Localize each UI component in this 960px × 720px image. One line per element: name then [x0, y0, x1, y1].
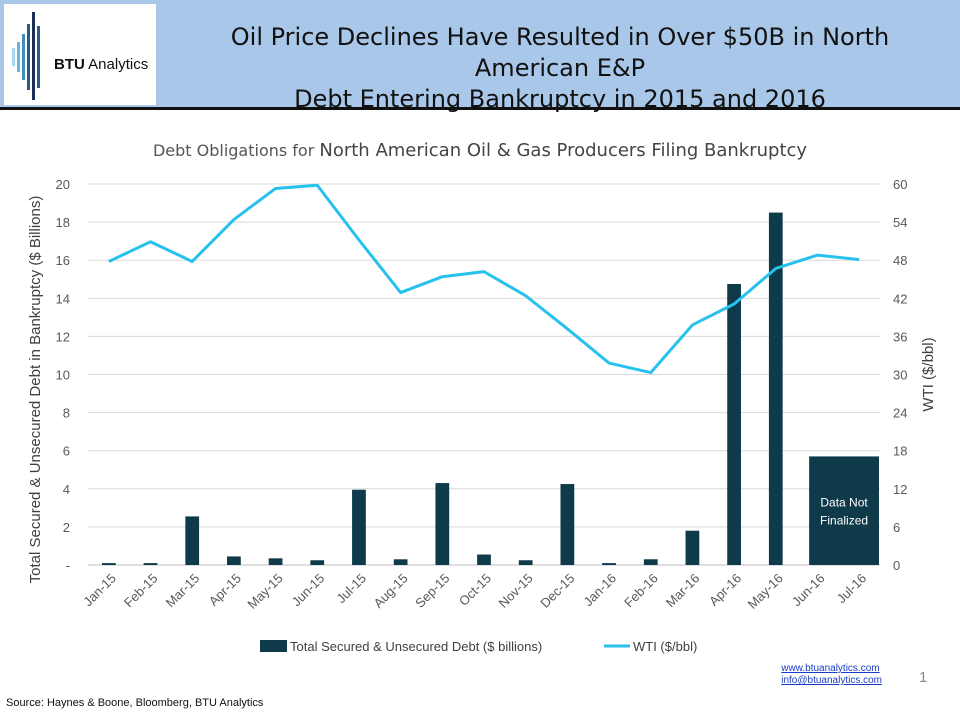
x-tick-label: May-15	[244, 571, 285, 612]
x-tick-label: Mar-15	[163, 571, 203, 611]
y2-tick-label: 36	[893, 329, 907, 344]
logo: BTU Analytics	[4, 4, 156, 105]
debt-bar	[352, 489, 366, 565]
debt-bar	[477, 554, 491, 565]
y-axis-label: Total Secured & Unsecured Debt in Bankru…	[27, 196, 44, 584]
x-tick-label: Jul-15	[333, 571, 369, 607]
x-tick-label: Oct-15	[456, 571, 494, 609]
not-finalized-box	[809, 456, 879, 565]
y-tick-label: 8	[63, 406, 70, 421]
chart-title-part1: Debt Obligations for	[152, 141, 320, 160]
y2-tick-label: 18	[893, 444, 907, 459]
legend-line-label: WTI ($/bbl)	[633, 639, 697, 654]
debt-bar	[310, 560, 325, 565]
x-tick-label: Dec-15	[537, 571, 577, 611]
not-finalized-label-2: Finalized	[820, 514, 868, 528]
legend-bar-swatch	[260, 640, 287, 652]
y-tick-label: 12	[56, 329, 70, 344]
x-tick-label: Mar-16	[663, 571, 703, 611]
x-tick-label: Jul-16	[834, 571, 870, 607]
debt-bar	[435, 483, 450, 565]
y-tick-label: 18	[56, 215, 70, 230]
not-finalized-label-1: Data Not	[820, 496, 868, 510]
y2-tick-label: 12	[893, 482, 907, 497]
footer-links: www.btuanalytics.com info@btuanalytics.c…	[781, 663, 882, 687]
x-tick-label: May-16	[745, 571, 786, 612]
x-tick-label: Feb-15	[121, 571, 161, 611]
x-tick-label: Aug-15	[371, 571, 411, 611]
debt-bar	[143, 563, 158, 565]
x-tick-label: Jan-15	[80, 571, 119, 610]
y-tick-label: 16	[56, 253, 70, 268]
y-tick-label: 4	[63, 482, 70, 497]
debt-bar	[101, 563, 116, 565]
x-tick-label: Nov-15	[496, 571, 536, 611]
title-line-1: Oil Price Declines Have Resulted in Over…	[230, 23, 890, 82]
y-tick-label: 10	[56, 368, 70, 383]
x-tick-label: Jun-15	[289, 571, 328, 610]
debt-bar	[185, 516, 200, 565]
page-title: Oil Price Declines Have Resulted in Over…	[170, 22, 950, 115]
title-line-2: Debt Entering Bankruptcy in 2015 and 201…	[294, 85, 826, 113]
debt-bar	[602, 563, 616, 565]
debt-bar	[768, 212, 783, 565]
chart-title-part2: North American Oil & Gas Producers Filin…	[319, 140, 808, 161]
website-link[interactable]: www.btuanalytics.com	[781, 663, 880, 674]
debt-bar	[685, 530, 700, 565]
x-tick-label: Jan-16	[580, 571, 619, 610]
y2-tick-label: 60	[893, 177, 907, 192]
y-tick-label: 20	[56, 177, 70, 192]
debt-bar	[227, 556, 241, 565]
y2-tick-label: 54	[893, 215, 907, 230]
logo-text: BTU Analytics	[54, 56, 149, 73]
chart-title: Debt Obligations for North American Oil …	[0, 140, 960, 161]
y-tick-label: 14	[56, 291, 70, 306]
debt-bar	[393, 559, 408, 565]
wti-line	[108, 183, 860, 375]
y2-tick-label: 42	[893, 291, 907, 306]
x-tick-label: Feb-16	[621, 571, 661, 611]
x-tick-label: Sep-15	[412, 571, 452, 611]
debt-bar	[518, 560, 533, 565]
x-tick-label: Apr-16	[706, 571, 744, 609]
legend-bar-label: Total Secured & Unsecured Debt ($ billio…	[290, 639, 542, 654]
debt-bar	[643, 559, 658, 565]
source-note: Source: Haynes & Boone, Bloomberg, BTU A…	[6, 697, 264, 709]
y2-tick-label: 30	[893, 368, 907, 383]
debt-bar	[727, 284, 741, 565]
page-number: 1	[919, 669, 928, 686]
x-tick-label: Jun-16	[789, 571, 828, 610]
debt-bar	[560, 484, 575, 565]
y-tick-label: 6	[63, 444, 70, 459]
debt-bar	[268, 558, 283, 565]
y2-axis-label: WTI ($/bbl)	[920, 337, 937, 411]
logo-bars-icon	[12, 12, 40, 100]
y-tick-label: 2	[63, 520, 70, 535]
y2-tick-label: 24	[893, 406, 907, 421]
y-tick-label: -	[66, 558, 70, 573]
header-banner: BTU Analytics Oil Price Declines Have Re…	[0, 0, 960, 113]
email-link[interactable]: info@btuanalytics.com	[781, 675, 882, 686]
y2-tick-label: 48	[893, 253, 907, 268]
x-tick-label: Apr-15	[206, 571, 244, 609]
y2-tick-label: 6	[893, 520, 900, 535]
y2-tick-label: 0	[893, 558, 900, 573]
